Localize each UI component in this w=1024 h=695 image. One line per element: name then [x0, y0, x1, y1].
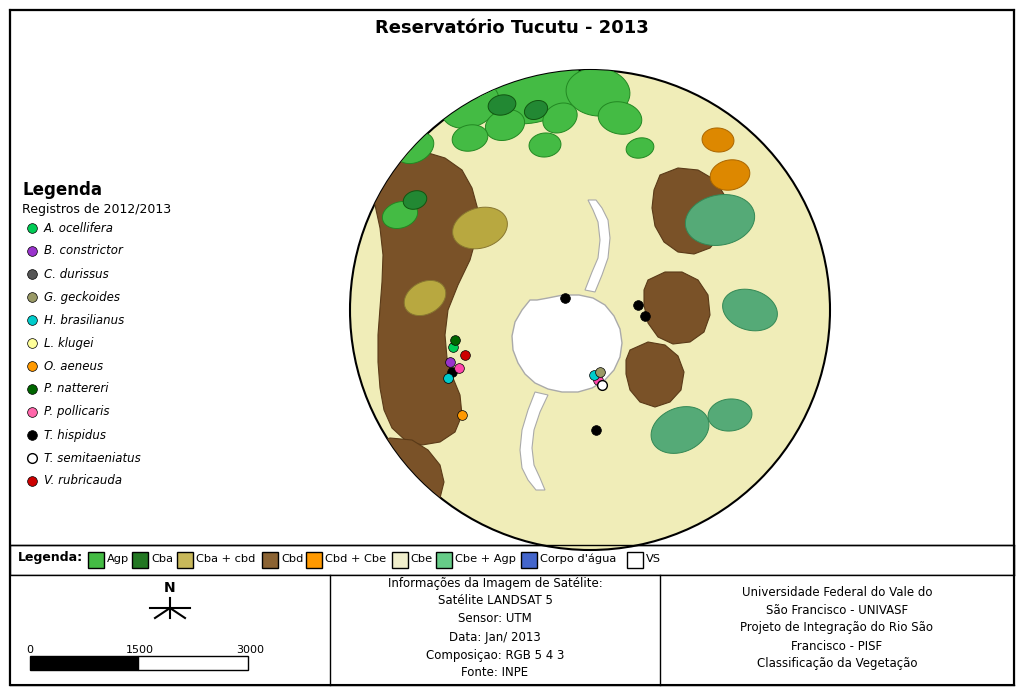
Text: Reservatório Tucutu - 2013: Reservatório Tucutu - 2013 — [375, 19, 649, 37]
Text: L. klugei: L. klugei — [44, 336, 93, 350]
Polygon shape — [404, 281, 445, 316]
Polygon shape — [478, 52, 582, 124]
Bar — [132, 552, 148, 568]
Text: Legenda:: Legenda: — [18, 552, 83, 564]
Text: Cbd + Cbe: Cbd + Cbe — [326, 554, 386, 564]
Polygon shape — [453, 207, 508, 249]
Text: 0: 0 — [27, 645, 34, 655]
Polygon shape — [441, 81, 499, 129]
Text: B. constrictor: B. constrictor — [44, 245, 123, 258]
Polygon shape — [453, 125, 487, 152]
Text: Cbe + Agp: Cbe + Agp — [455, 554, 516, 564]
Text: Cbe: Cbe — [411, 554, 433, 564]
Polygon shape — [396, 133, 434, 163]
Bar — [391, 552, 408, 568]
Polygon shape — [626, 342, 684, 407]
Text: H. brasilianus: H. brasilianus — [44, 313, 124, 327]
Polygon shape — [520, 392, 548, 490]
Polygon shape — [685, 195, 755, 245]
Bar — [521, 552, 538, 568]
Polygon shape — [644, 272, 710, 344]
Polygon shape — [370, 438, 444, 512]
Bar — [10, 545, 1014, 575]
Text: Cba + cbd: Cba + cbd — [196, 554, 255, 564]
Text: 1500: 1500 — [126, 645, 154, 655]
Text: V. rubricauda: V. rubricauda — [44, 475, 122, 487]
Text: A. ocellifera: A. ocellifera — [44, 222, 114, 234]
Polygon shape — [702, 128, 734, 152]
Text: VS: VS — [646, 554, 660, 564]
Polygon shape — [566, 68, 630, 116]
Text: Corpo d'água: Corpo d'água — [541, 554, 616, 564]
Bar — [10, 575, 1014, 685]
Text: P. nattereri: P. nattereri — [44, 382, 109, 395]
Text: 3000: 3000 — [236, 645, 264, 655]
Text: C. durissus: C. durissus — [44, 268, 109, 281]
Bar — [30, 656, 138, 670]
Text: N: N — [164, 581, 176, 595]
Polygon shape — [708, 399, 752, 431]
Polygon shape — [488, 95, 516, 115]
Text: Cba: Cba — [152, 554, 173, 564]
Text: O. aeneus: O. aeneus — [44, 359, 103, 373]
Polygon shape — [711, 160, 750, 190]
Text: T. semitaeniatus: T. semitaeniatus — [44, 452, 140, 464]
Bar — [436, 552, 452, 568]
Text: P. pollicaris: P. pollicaris — [44, 405, 110, 418]
Text: Registros de 2012/2013: Registros de 2012/2013 — [22, 204, 171, 217]
Bar — [177, 552, 193, 568]
Polygon shape — [382, 202, 418, 229]
Polygon shape — [626, 138, 654, 158]
Polygon shape — [585, 200, 610, 292]
Text: Cbd: Cbd — [281, 554, 303, 564]
Bar — [262, 552, 278, 568]
Polygon shape — [368, 150, 478, 445]
Text: Agp: Agp — [106, 554, 129, 564]
Text: Universidade Federal do Vale do
São Francisco - UNIVASF
Projeto de Integração do: Universidade Federal do Vale do São Fran… — [740, 585, 934, 671]
Polygon shape — [403, 190, 427, 209]
Text: G. geckoides: G. geckoides — [44, 291, 120, 304]
Polygon shape — [485, 110, 524, 140]
Text: Legenda: Legenda — [22, 181, 102, 199]
Polygon shape — [598, 101, 642, 134]
Text: T. hispidus: T. hispidus — [44, 429, 106, 441]
Bar — [306, 552, 323, 568]
Polygon shape — [652, 168, 728, 254]
Polygon shape — [723, 289, 777, 331]
Circle shape — [350, 70, 830, 550]
Polygon shape — [651, 407, 709, 453]
Bar — [138, 656, 248, 670]
Bar — [627, 552, 643, 568]
Bar — [88, 552, 104, 568]
Polygon shape — [543, 103, 578, 133]
Text: Informações da Imagem de Satélite:
Satélite LANDSAT 5
Sensor: UTM
Data: Jan/ 201: Informações da Imagem de Satélite: Satél… — [388, 576, 602, 680]
Polygon shape — [529, 133, 561, 157]
Polygon shape — [512, 295, 622, 392]
Polygon shape — [524, 101, 548, 120]
